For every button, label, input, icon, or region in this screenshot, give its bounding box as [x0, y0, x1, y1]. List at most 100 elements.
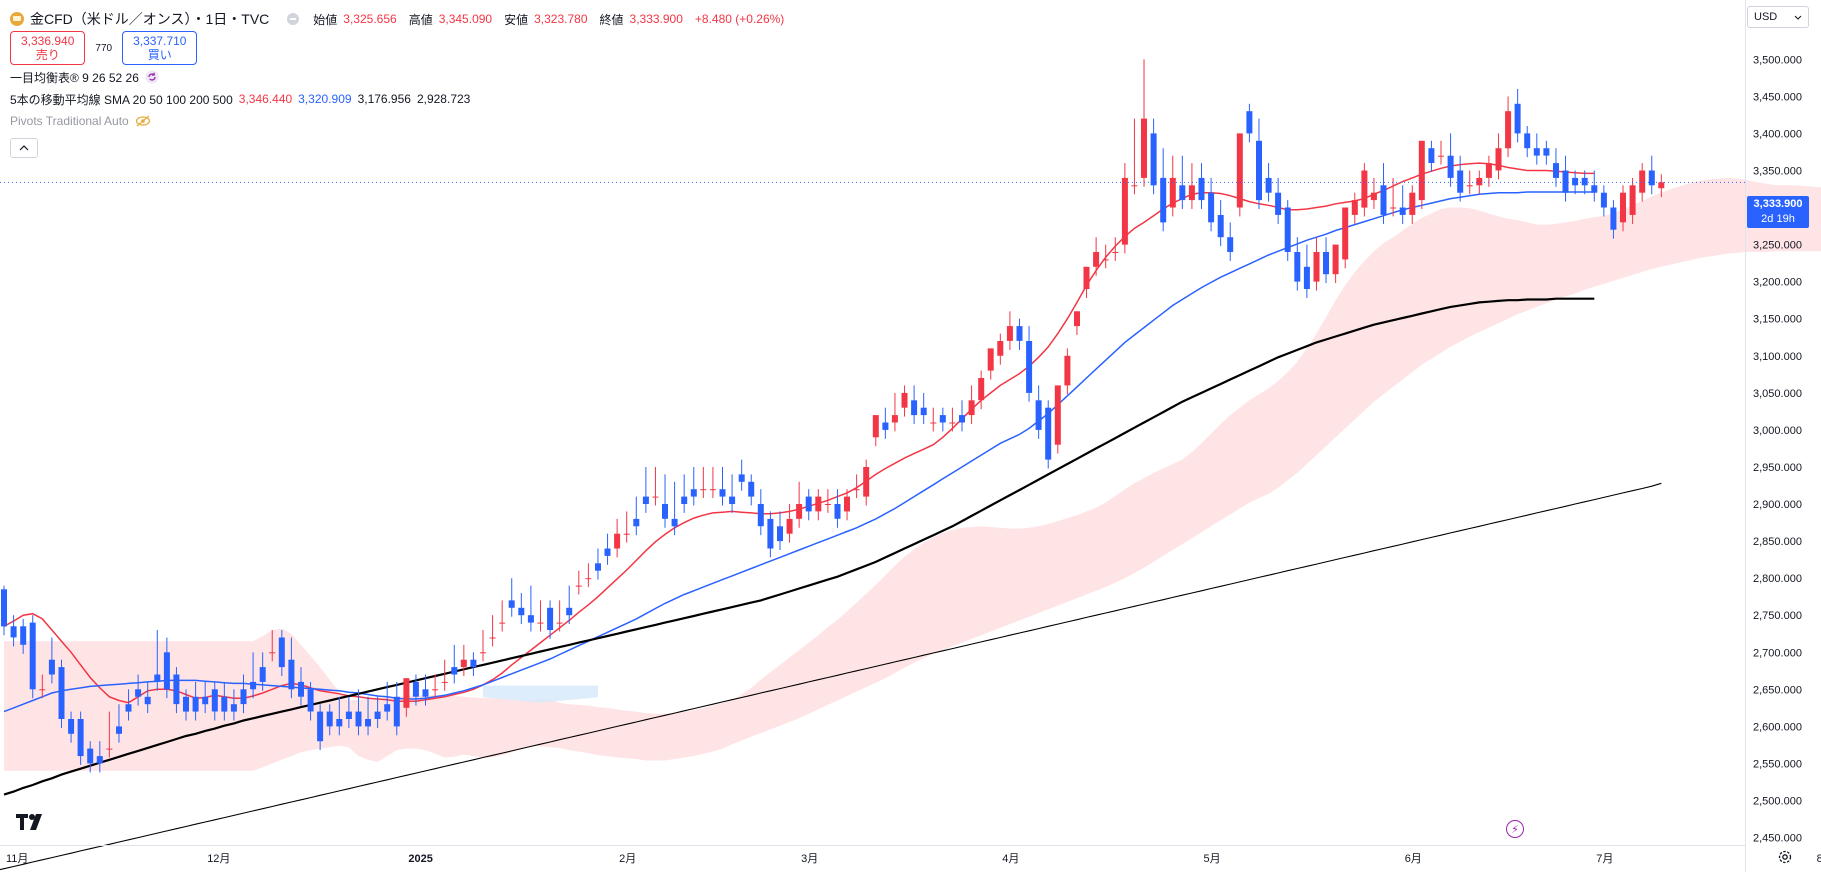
close-label: 終値: [599, 12, 624, 27]
candle: [489, 615, 496, 647]
tradingview-logo-icon[interactable]: [16, 814, 46, 830]
sma50-line: [3, 191, 1595, 713]
candle: [393, 681, 400, 736]
candle: [1313, 237, 1320, 291]
price-axis[interactable]: 2,450.000 2,500.000 2,550.000 2,600.000 2,65…: [1753, 17, 1802, 844]
lightning-icon[interactable]: ⚡: [1506, 820, 1524, 838]
candle: [432, 674, 439, 699]
chevron-down-icon: [1794, 15, 1802, 20]
candle: [767, 511, 774, 558]
price-tick-label: 2,700.000: [1753, 647, 1802, 659]
market-status-icon[interactable]: [287, 13, 300, 25]
candle: [336, 696, 343, 736]
candle: [269, 630, 276, 662]
candle: [403, 678, 410, 717]
candle: [777, 511, 783, 550]
currency-label: USD: [1754, 11, 1778, 23]
candle: [1121, 163, 1128, 254]
candle: [1323, 237, 1329, 284]
candle: [863, 459, 870, 506]
candle: [96, 741, 103, 773]
time-axis[interactable]: 11月 12月 2025 2月 3月 4月 5月 6月 7月 8月: [6, 853, 1821, 865]
sma100-value: 3,176.956: [357, 92, 411, 106]
candle: [1188, 163, 1195, 209]
candle: [460, 644, 467, 676]
price-tick-label: 3,000.000: [1753, 425, 1802, 437]
candle: [106, 711, 113, 758]
sell-button[interactable]: 3,336.940 売り: [10, 31, 86, 65]
refresh-icon[interactable]: [145, 70, 159, 84]
price-tick-label: 3,150.000: [1753, 314, 1802, 326]
candle: [1093, 237, 1100, 276]
candle: [614, 518, 621, 558]
candle: [345, 696, 352, 728]
candle: [1064, 348, 1071, 395]
time-tick-label: 2025: [408, 853, 432, 865]
price-tick-label: 3,050.000: [1753, 388, 1802, 400]
spread-value: 770: [95, 42, 113, 54]
candle: [1169, 155, 1176, 217]
candle: [20, 618, 27, 654]
symbol-title[interactable]: 金CFD（米ドル／オンス）・1日・TVC: [30, 11, 270, 27]
candle: [307, 681, 314, 721]
price-tick-label: 3,400.000: [1753, 128, 1802, 140]
indicator-sma[interactable]: 5本の移動平均線 SMA 20 50 100 200 500 3,346.440…: [10, 88, 790, 110]
eye-hidden-icon[interactable]: [135, 115, 151, 127]
candle: [355, 689, 362, 736]
candle: [1620, 185, 1626, 232]
candle: [1639, 163, 1646, 202]
gear-icon[interactable]: [1777, 849, 1793, 865]
candle: [1476, 170, 1483, 195]
time-tick-label: 3月: [801, 853, 818, 865]
symbol-row: 金CFD（米ドル／オンス）・1日・TVC 始値 3,325.656 高値 3,345…: [10, 8, 790, 30]
time-tick-label: 8月: [1817, 853, 1821, 865]
candle: [326, 704, 333, 736]
candle: [652, 467, 659, 506]
candle: [422, 674, 429, 706]
time-tick-label: 2月: [619, 853, 636, 865]
price-tick-label: 3,200.000: [1753, 277, 1802, 289]
candle: [1035, 385, 1042, 439]
candle: [211, 681, 218, 721]
candle: [508, 578, 515, 617]
current-price-badge: 3,333.900 2d 19h: [1747, 196, 1809, 228]
sell-label: 売り: [35, 48, 60, 62]
candle: [87, 741, 94, 773]
buy-price: 3,337.710: [133, 34, 187, 48]
candle: [642, 467, 649, 513]
candle: [1351, 192, 1358, 224]
collapse-legend-button[interactable]: [10, 138, 38, 158]
sma20-value: 3,346.440: [238, 92, 293, 106]
candle: [135, 674, 142, 706]
price-tick-label: 3,250.000: [1753, 240, 1802, 252]
buy-button[interactable]: 3,337.710 買い: [122, 31, 198, 65]
candle: [221, 681, 228, 721]
candle: [1083, 266, 1090, 298]
candle: [230, 689, 237, 721]
candle: [1524, 126, 1531, 158]
buy-label: 買い: [147, 48, 172, 62]
time-tick-label: 11月: [6, 853, 28, 865]
indicator-ichimoku[interactable]: 一目均衡表® 9 26 52 26: [10, 66, 790, 88]
candle: [1303, 244, 1310, 298]
candle: [163, 637, 170, 699]
currency-select[interactable]: USD: [1747, 6, 1809, 28]
candle: [518, 593, 525, 625]
candle: [681, 474, 688, 513]
open-label: 始値: [313, 12, 338, 27]
price-tick-label: 2,650.000: [1753, 684, 1802, 696]
candle: [29, 615, 36, 699]
candle: [250, 652, 257, 699]
candle: [853, 474, 860, 499]
candle: [959, 400, 965, 432]
indicator-pivots[interactable]: Pivots Traditional Auto: [10, 110, 790, 132]
candle: [815, 489, 822, 521]
candle: [623, 511, 630, 543]
candle: [298, 667, 304, 706]
candle: [1418, 140, 1425, 209]
candle: [930, 407, 937, 432]
candle: [585, 563, 592, 588]
change-value: +8.480 (+0.26%): [694, 12, 785, 26]
time-tick-label: 7月: [1596, 853, 1613, 865]
